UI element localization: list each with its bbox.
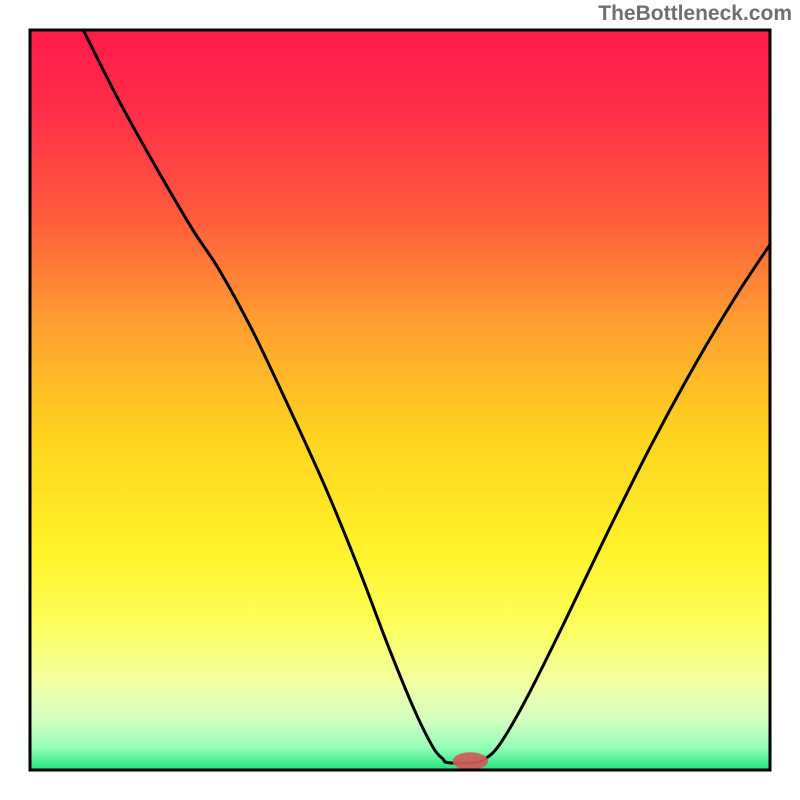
bottleneck-chart — [0, 0, 800, 800]
chart-container: TheBottleneck.com — [0, 0, 800, 800]
optimal-marker — [453, 752, 489, 770]
attribution-text: TheBottleneck.com — [598, 0, 792, 28]
